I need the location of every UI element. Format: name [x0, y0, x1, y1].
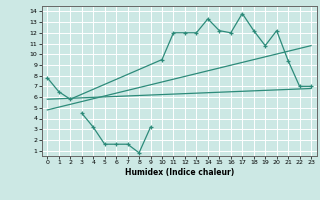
X-axis label: Humidex (Indice chaleur): Humidex (Indice chaleur)	[124, 168, 234, 177]
